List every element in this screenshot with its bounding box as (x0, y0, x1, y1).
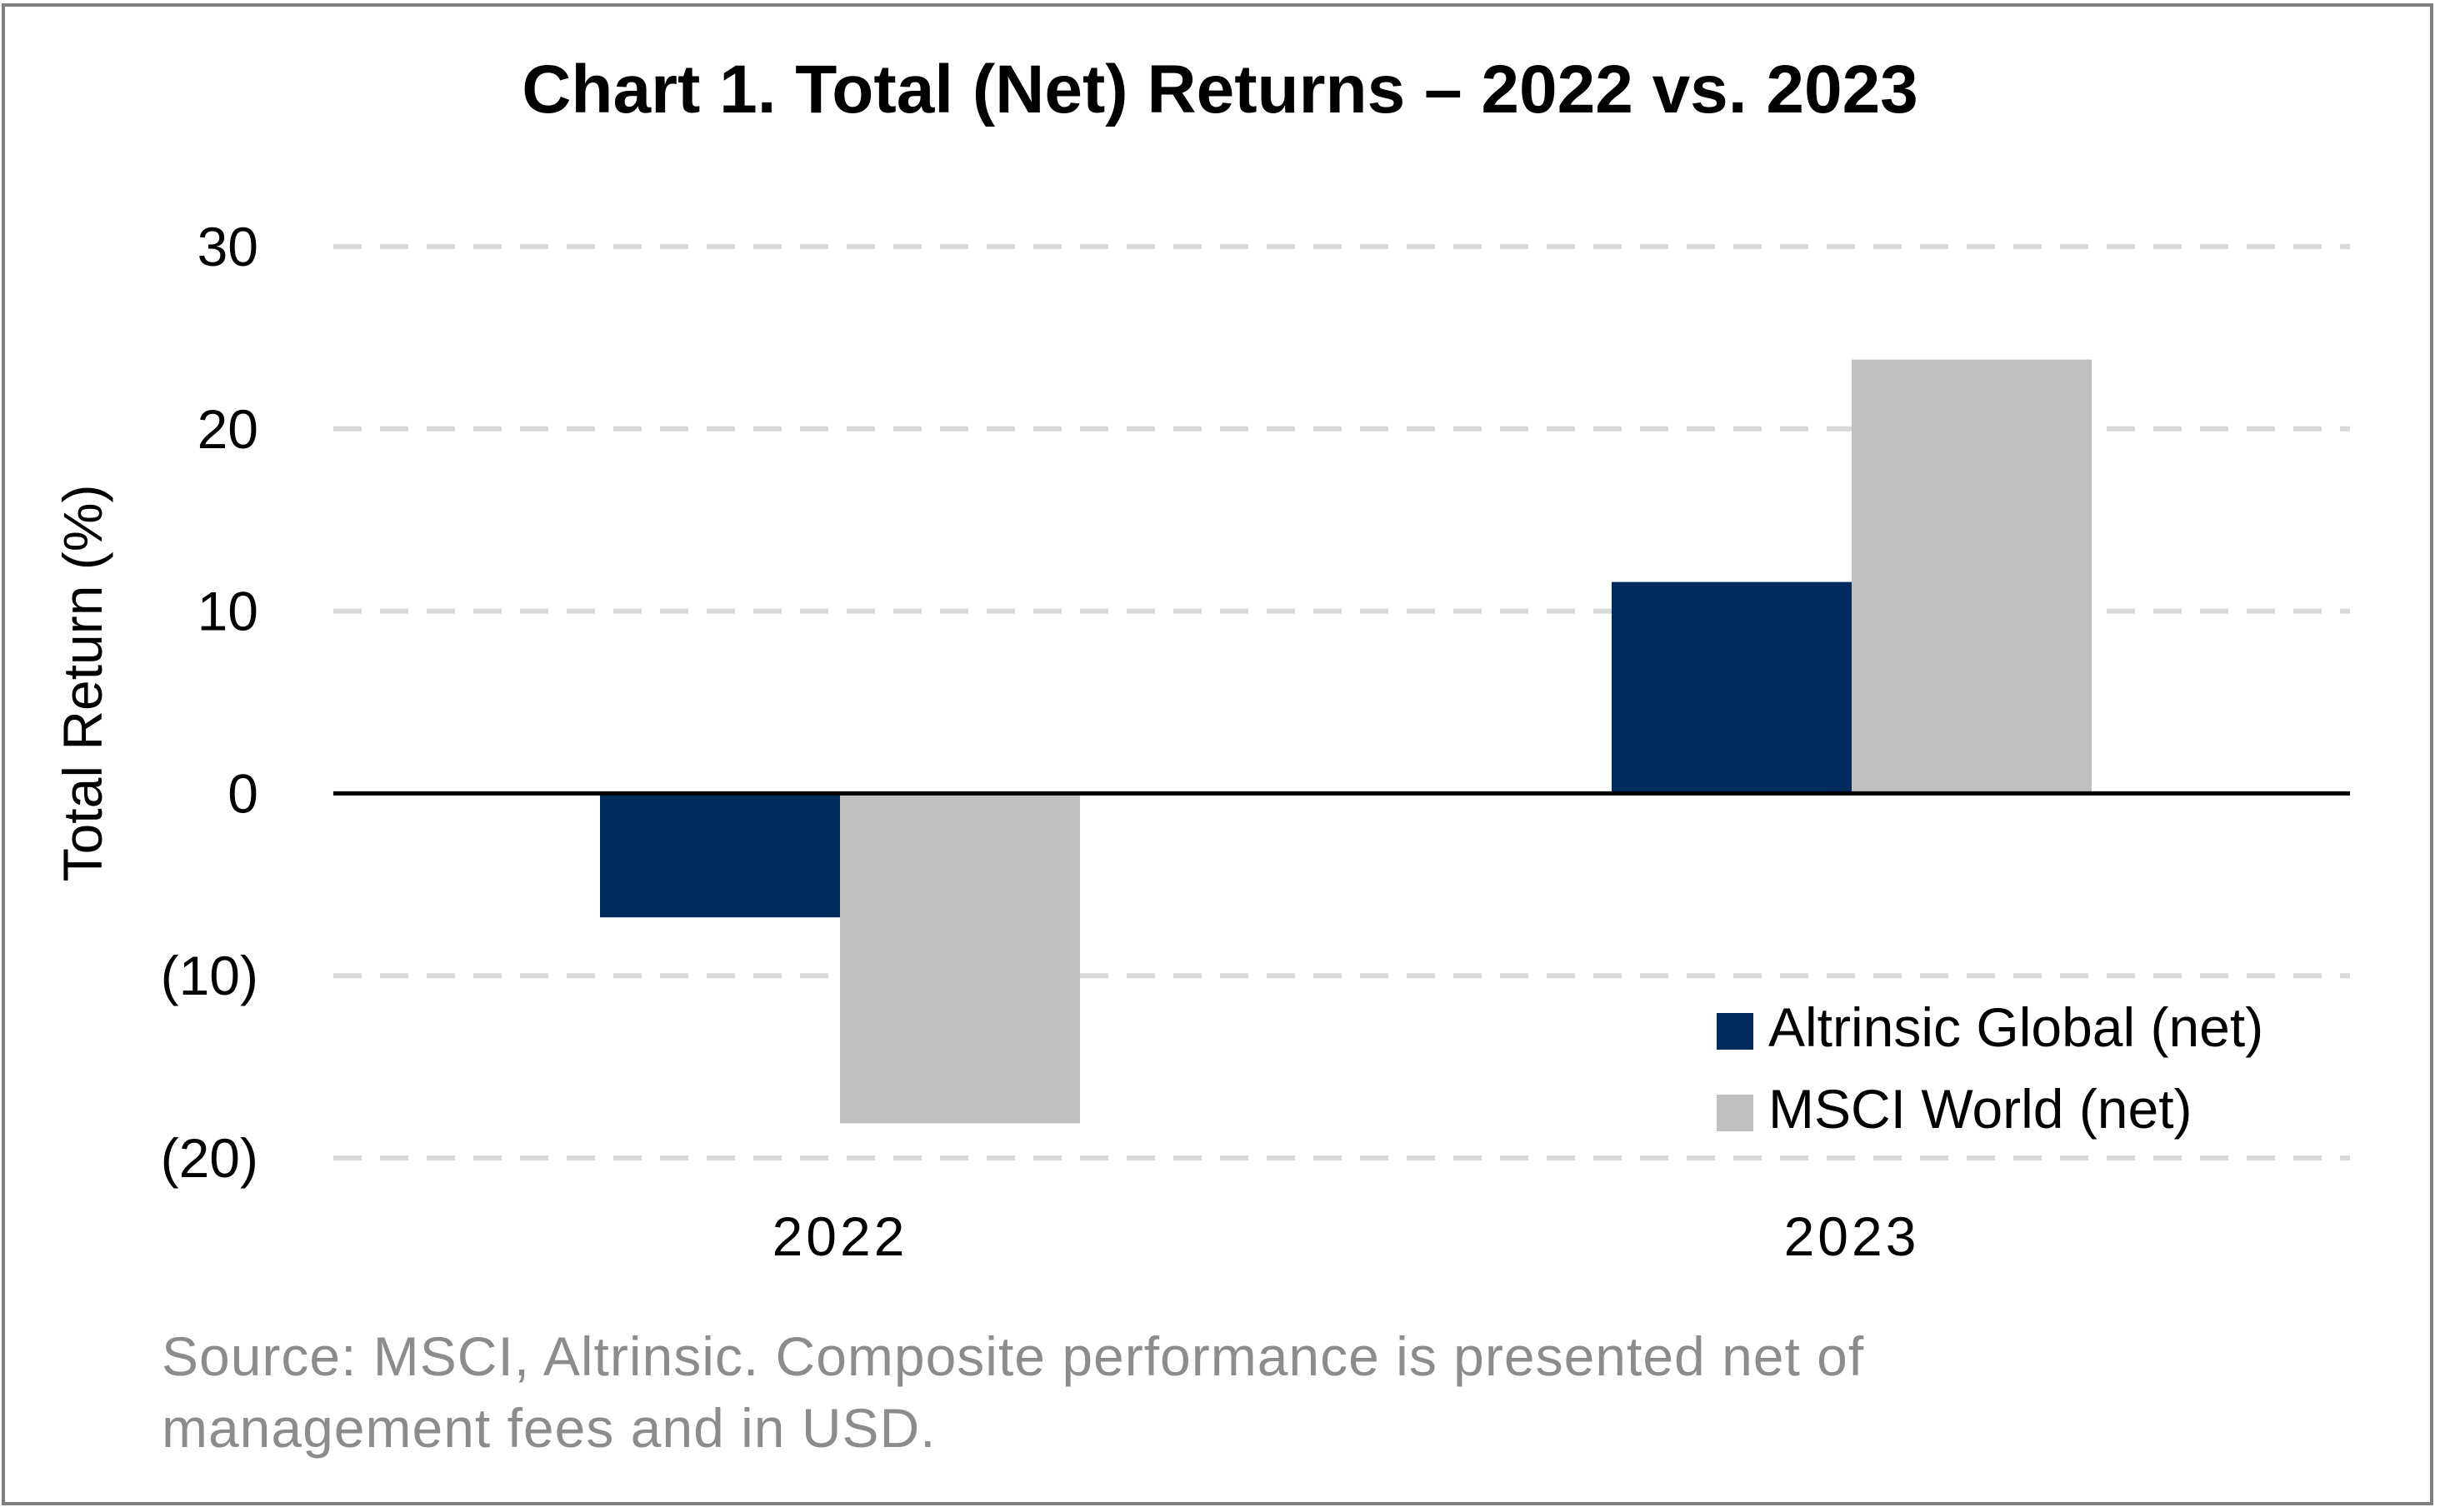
y-axis-label: Total Return (%) (52, 485, 113, 882)
y-tick-label: (20) (161, 1127, 258, 1189)
y-tick-label: 20 (198, 398, 258, 460)
x-tick-label: 2022 (772, 1205, 908, 1267)
legend-swatch (1717, 1095, 1753, 1131)
bars (600, 359, 2092, 1124)
x-tick-label: 2023 (1784, 1205, 1920, 1267)
source-note-line-2: management fees and in USD. (162, 1397, 937, 1459)
y-tick-label: (10) (161, 945, 258, 1006)
y-tick-label: 30 (198, 216, 258, 277)
chart-title: Chart 1. Total (Net) Returns – 2022 vs. … (522, 52, 1918, 127)
legend-label: Altrinsic Global (net) (1768, 996, 2263, 1058)
bar-2022-altrinsic (600, 793, 840, 918)
bar-2022-msci (840, 793, 1080, 1124)
axes: 30 20 10 0 (10) (20) 2022 2023 (161, 216, 2350, 1267)
bar-2023-altrinsic (1612, 581, 1852, 794)
y-tick-label: 0 (228, 762, 258, 824)
source-note-line-1: Source: MSCI, Altrinsic. Composite perfo… (162, 1325, 1865, 1387)
y-tick-label: 10 (198, 581, 258, 642)
legend-label: MSCI World (net) (1768, 1078, 2192, 1140)
legend: Altrinsic Global (net) MSCI World (net) (1717, 996, 2263, 1140)
bar-2023-msci (1852, 359, 2092, 794)
legend-swatch (1717, 1013, 1753, 1050)
source-note: Source: MSCI, Altrinsic. Composite perfo… (162, 1320, 2328, 1464)
